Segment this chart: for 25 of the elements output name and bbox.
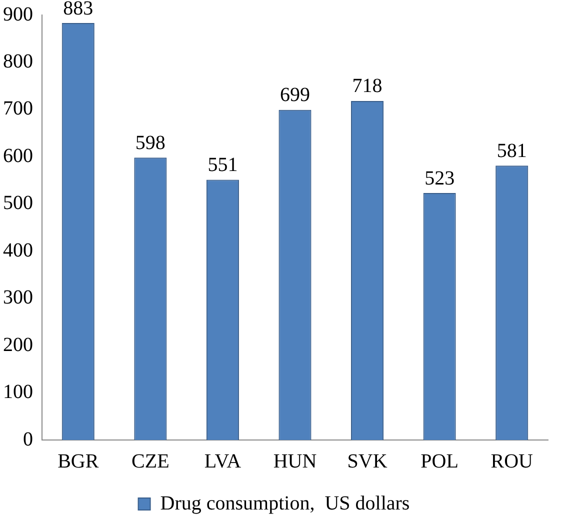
data-label: 718 xyxy=(352,75,382,98)
legend-label: Drug consumption, US dollars xyxy=(160,492,410,514)
x-tick-label: POL xyxy=(420,450,458,472)
x-tick-label: ROU xyxy=(490,450,534,472)
data-label: 598 xyxy=(135,132,166,154)
y-tick-label: 900 xyxy=(3,3,33,26)
y-tick-label: 300 xyxy=(3,286,33,309)
y-tick-label: 800 xyxy=(3,50,33,72)
data-label: 581 xyxy=(496,140,527,162)
x-tick-label: HUN xyxy=(273,450,317,472)
y-tick-label: 700 xyxy=(3,98,33,120)
data-label: 883 xyxy=(63,0,94,20)
x-tick-label: CZE xyxy=(132,450,170,472)
data-label: 523 xyxy=(424,167,455,190)
x-tick-label: SVK xyxy=(347,450,388,472)
x-tick-label: LVA xyxy=(204,450,242,472)
y-tick-label: 500 xyxy=(3,192,33,214)
x-tick-label: BGR xyxy=(58,450,100,472)
y-tick-label: 200 xyxy=(3,334,33,356)
y-tick-label: 0 xyxy=(23,428,33,450)
data-label: 699 xyxy=(280,84,310,106)
y-tick-label: 400 xyxy=(3,239,33,262)
y-tick-label: 100 xyxy=(3,381,33,404)
data-label: 551 xyxy=(208,154,238,176)
y-tick-label: 600 xyxy=(3,144,33,167)
